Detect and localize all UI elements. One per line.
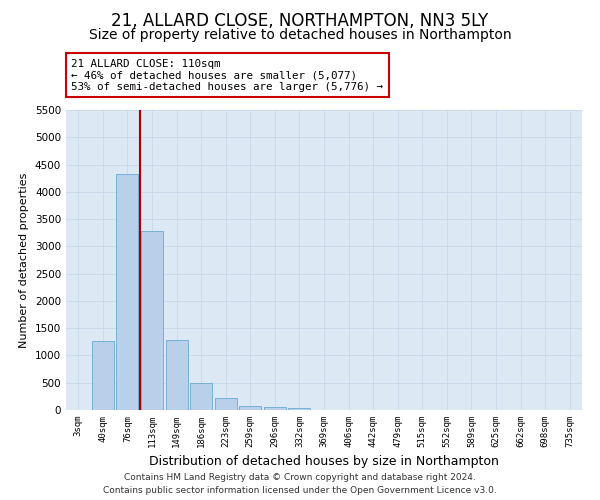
Bar [289, 408, 310, 410]
Bar [166, 340, 188, 410]
Text: 21, ALLARD CLOSE, NORTHAMPTON, NN3 5LY: 21, ALLARD CLOSE, NORTHAMPTON, NN3 5LY [112, 12, 488, 30]
Bar [92, 340, 114, 410]
X-axis label: Distribution of detached houses by size in Northampton: Distribution of detached houses by size … [149, 456, 499, 468]
Text: Size of property relative to detached houses in Northampton: Size of property relative to detached ho… [89, 28, 511, 42]
Bar [264, 406, 286, 410]
Bar [190, 384, 212, 410]
Bar [141, 230, 163, 410]
Text: 21 ALLARD CLOSE: 110sqm
← 46% of detached houses are smaller (5,077)
53% of semi: 21 ALLARD CLOSE: 110sqm ← 46% of detache… [71, 59, 383, 92]
Text: Contains HM Land Registry data © Crown copyright and database right 2024.: Contains HM Land Registry data © Crown c… [124, 474, 476, 482]
Text: Contains public sector information licensed under the Open Government Licence v3: Contains public sector information licen… [103, 486, 497, 495]
Bar [215, 398, 237, 410]
Y-axis label: Number of detached properties: Number of detached properties [19, 172, 29, 348]
Bar [239, 406, 262, 410]
Bar [116, 174, 139, 410]
